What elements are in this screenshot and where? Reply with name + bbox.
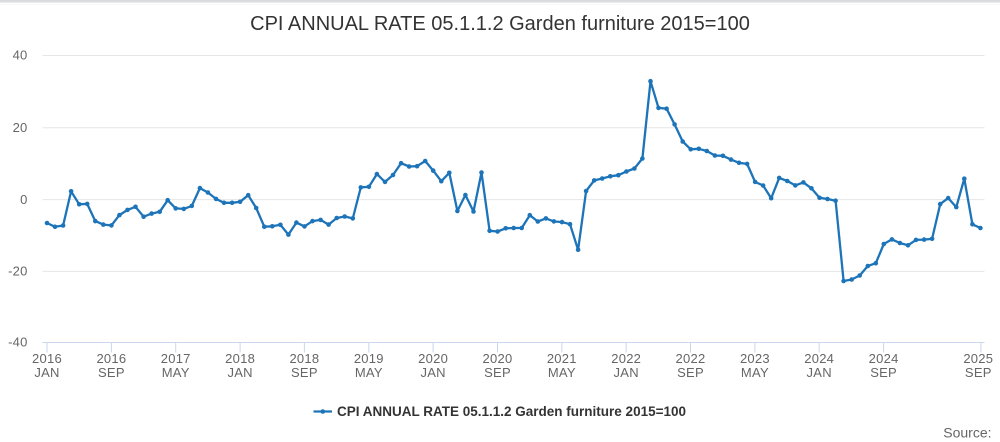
- svg-text:-40: -40: [8, 335, 27, 350]
- svg-text:-20: -20: [8, 264, 27, 279]
- svg-text:CPI ANNUAL RATE 05.1.1.2 Garde: CPI ANNUAL RATE 05.1.1.2 Garden furnitur…: [337, 404, 686, 419]
- svg-text:Source:: Source:: [943, 425, 991, 441]
- svg-text:40: 40: [13, 48, 28, 63]
- svg-text:0: 0: [20, 192, 27, 207]
- svg-text:CPI ANNUAL RATE 05.1.1.2 Garde: CPI ANNUAL RATE 05.1.1.2 Garden furnitur…: [250, 13, 750, 35]
- svg-text:20: 20: [13, 120, 28, 135]
